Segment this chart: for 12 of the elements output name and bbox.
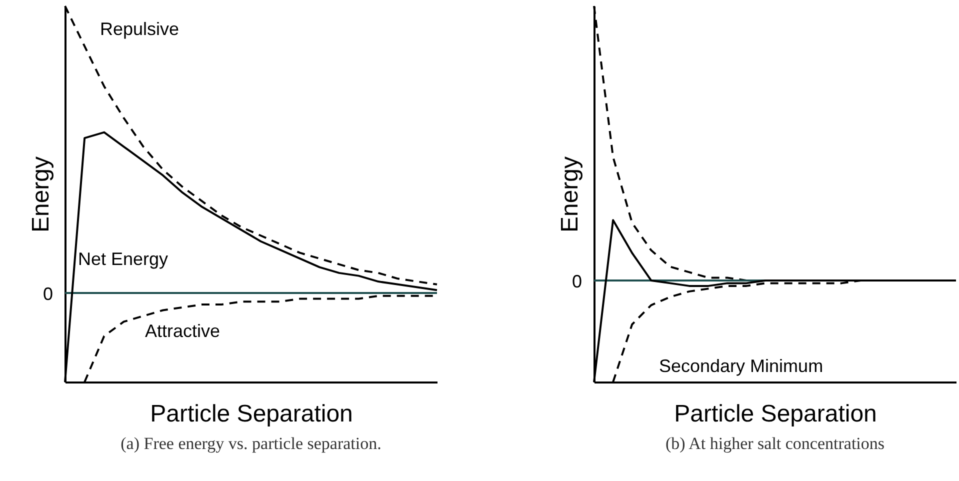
text: (b) At higher salt concentrations bbox=[665, 434, 885, 453]
y-axis-title: Energy bbox=[556, 156, 584, 233]
y-axis-title: Energy bbox=[28, 156, 54, 233]
x-axis-title: Particle Separation bbox=[674, 400, 877, 428]
ref-line-label: 0 bbox=[572, 271, 582, 292]
text: (a) Free energy vs. particle separation. bbox=[120, 434, 382, 453]
annotation: Secondary Minimum bbox=[659, 356, 824, 376]
series-label: Repulsive bbox=[100, 19, 180, 39]
series-label: Attractive bbox=[145, 321, 220, 341]
x-axis-title: Particle Separation bbox=[150, 400, 353, 428]
ref-line-label: 0 bbox=[42, 284, 53, 304]
series-label: Net Energy bbox=[78, 249, 168, 269]
